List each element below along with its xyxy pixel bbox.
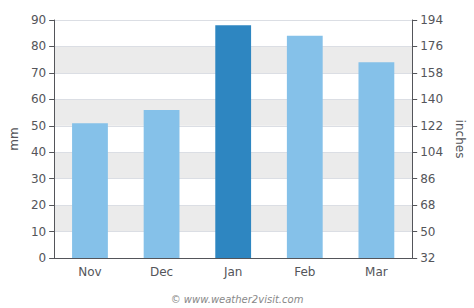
svg-text:Nov: Nov [78,265,101,279]
svg-text:0: 0 [39,251,47,265]
svg-text:Jan: Jan [223,265,243,279]
svg-text:122: 122 [420,119,443,133]
svg-text:10: 10 [31,225,46,239]
svg-text:176: 176 [420,39,443,53]
svg-text:70: 70 [31,66,46,80]
svg-text:50: 50 [31,119,46,133]
svg-text:mm: mm [7,127,21,150]
svg-text:Mar: Mar [365,265,388,279]
svg-text:20: 20 [31,198,46,212]
svg-text:Dec: Dec [150,265,173,279]
svg-text:68: 68 [420,198,435,212]
svg-text:140: 140 [420,92,443,106]
svg-text:© www.weather2visit.com: © www.weather2visit.com [171,294,304,305]
svg-text:50: 50 [420,225,435,239]
svg-text:86: 86 [420,172,435,186]
svg-text:90: 90 [31,13,46,27]
svg-text:104: 104 [420,145,443,159]
svg-text:inches: inches [453,120,467,159]
svg-text:30: 30 [31,172,46,186]
svg-text:Feb: Feb [294,265,315,279]
svg-text:158: 158 [420,66,443,80]
svg-text:40: 40 [31,145,46,159]
svg-text:60: 60 [31,92,46,106]
svg-text:32: 32 [420,251,435,265]
svg-text:80: 80 [31,39,46,53]
svg-text:194: 194 [420,13,443,27]
